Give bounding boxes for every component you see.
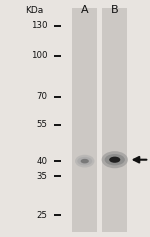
Ellipse shape (81, 159, 89, 164)
Ellipse shape (77, 157, 92, 165)
Ellipse shape (109, 157, 120, 163)
Bar (102, 8, 127, 232)
Ellipse shape (102, 151, 128, 168)
Text: A: A (81, 5, 88, 15)
Text: 130: 130 (31, 21, 47, 30)
Ellipse shape (75, 155, 94, 168)
Text: 25: 25 (36, 211, 47, 220)
Text: 70: 70 (36, 92, 47, 101)
Text: 40: 40 (36, 157, 47, 166)
Text: B: B (111, 5, 118, 15)
Text: 100: 100 (31, 51, 47, 60)
Text: 35: 35 (36, 172, 47, 181)
Ellipse shape (105, 154, 125, 165)
Text: 55: 55 (36, 120, 47, 129)
Text: KDa: KDa (25, 6, 44, 15)
Bar (72, 8, 97, 232)
